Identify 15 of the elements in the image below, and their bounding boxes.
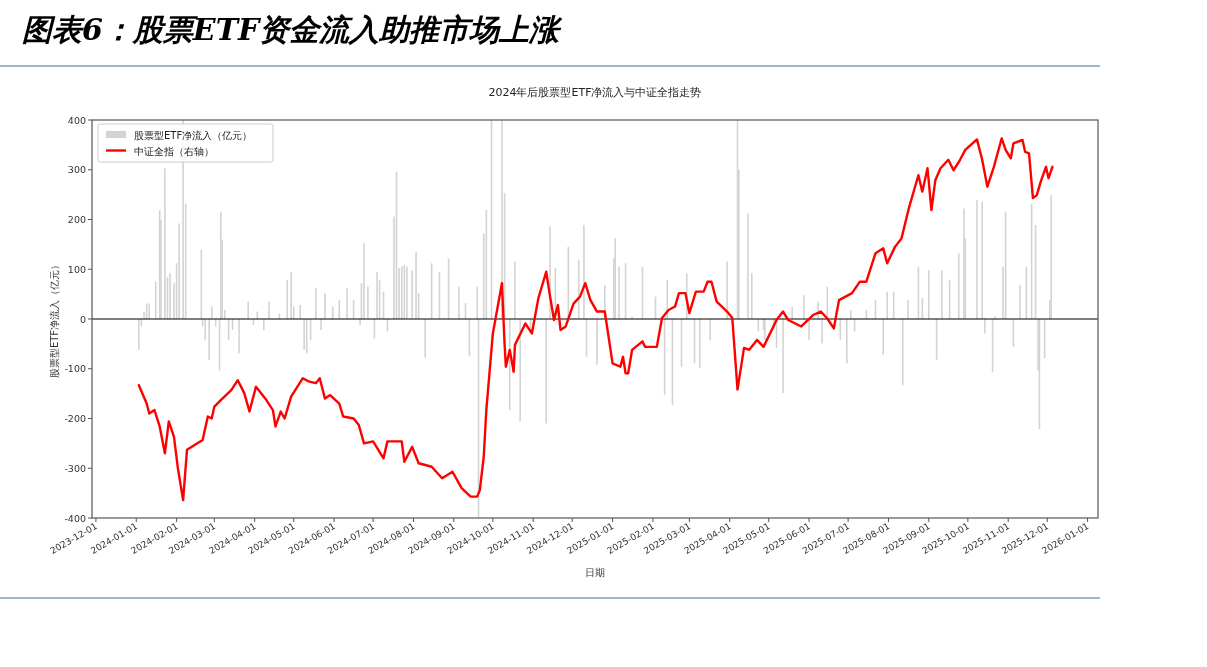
y-tick-label: 0: [79, 313, 86, 325]
legend-label: 股票型ETF净流入（亿元）: [134, 129, 253, 141]
y-axis-title: 股票型ETF净流入（亿元）: [49, 259, 60, 379]
y-tick-label: -300: [64, 462, 86, 474]
y-tick-label: 300: [67, 164, 86, 176]
y-tick-label: -200: [64, 413, 86, 424]
y-tick-label: -100: [64, 363, 86, 375]
chart-subtitle: 2024年后股票型ETF净流入与中证全指走势: [488, 86, 702, 99]
y-tick-label: -400: [64, 512, 86, 524]
chart-title: 图表6：股票ETF资金流入助推市场上涨: [22, 12, 564, 47]
y-tick-label: 100: [67, 263, 86, 275]
x-axis-title: 日期: [585, 567, 605, 578]
y-tick-label: 200: [67, 214, 86, 225]
y-tick-label: 400: [67, 114, 86, 126]
legend-label: 中证全指（右轴）: [134, 145, 214, 157]
